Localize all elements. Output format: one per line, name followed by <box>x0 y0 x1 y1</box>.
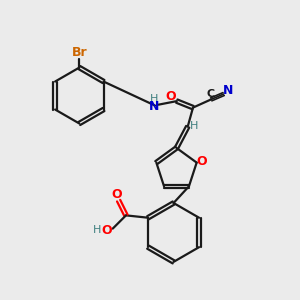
Text: C: C <box>207 89 215 99</box>
Text: O: O <box>101 224 112 237</box>
Text: H: H <box>93 225 102 235</box>
Text: Br: Br <box>71 46 87 59</box>
Text: O: O <box>165 91 175 103</box>
Text: O: O <box>112 188 122 201</box>
Text: O: O <box>196 154 207 168</box>
Text: H: H <box>150 94 158 104</box>
Text: H: H <box>190 121 198 131</box>
Text: N: N <box>149 100 159 112</box>
Text: N: N <box>223 84 233 97</box>
